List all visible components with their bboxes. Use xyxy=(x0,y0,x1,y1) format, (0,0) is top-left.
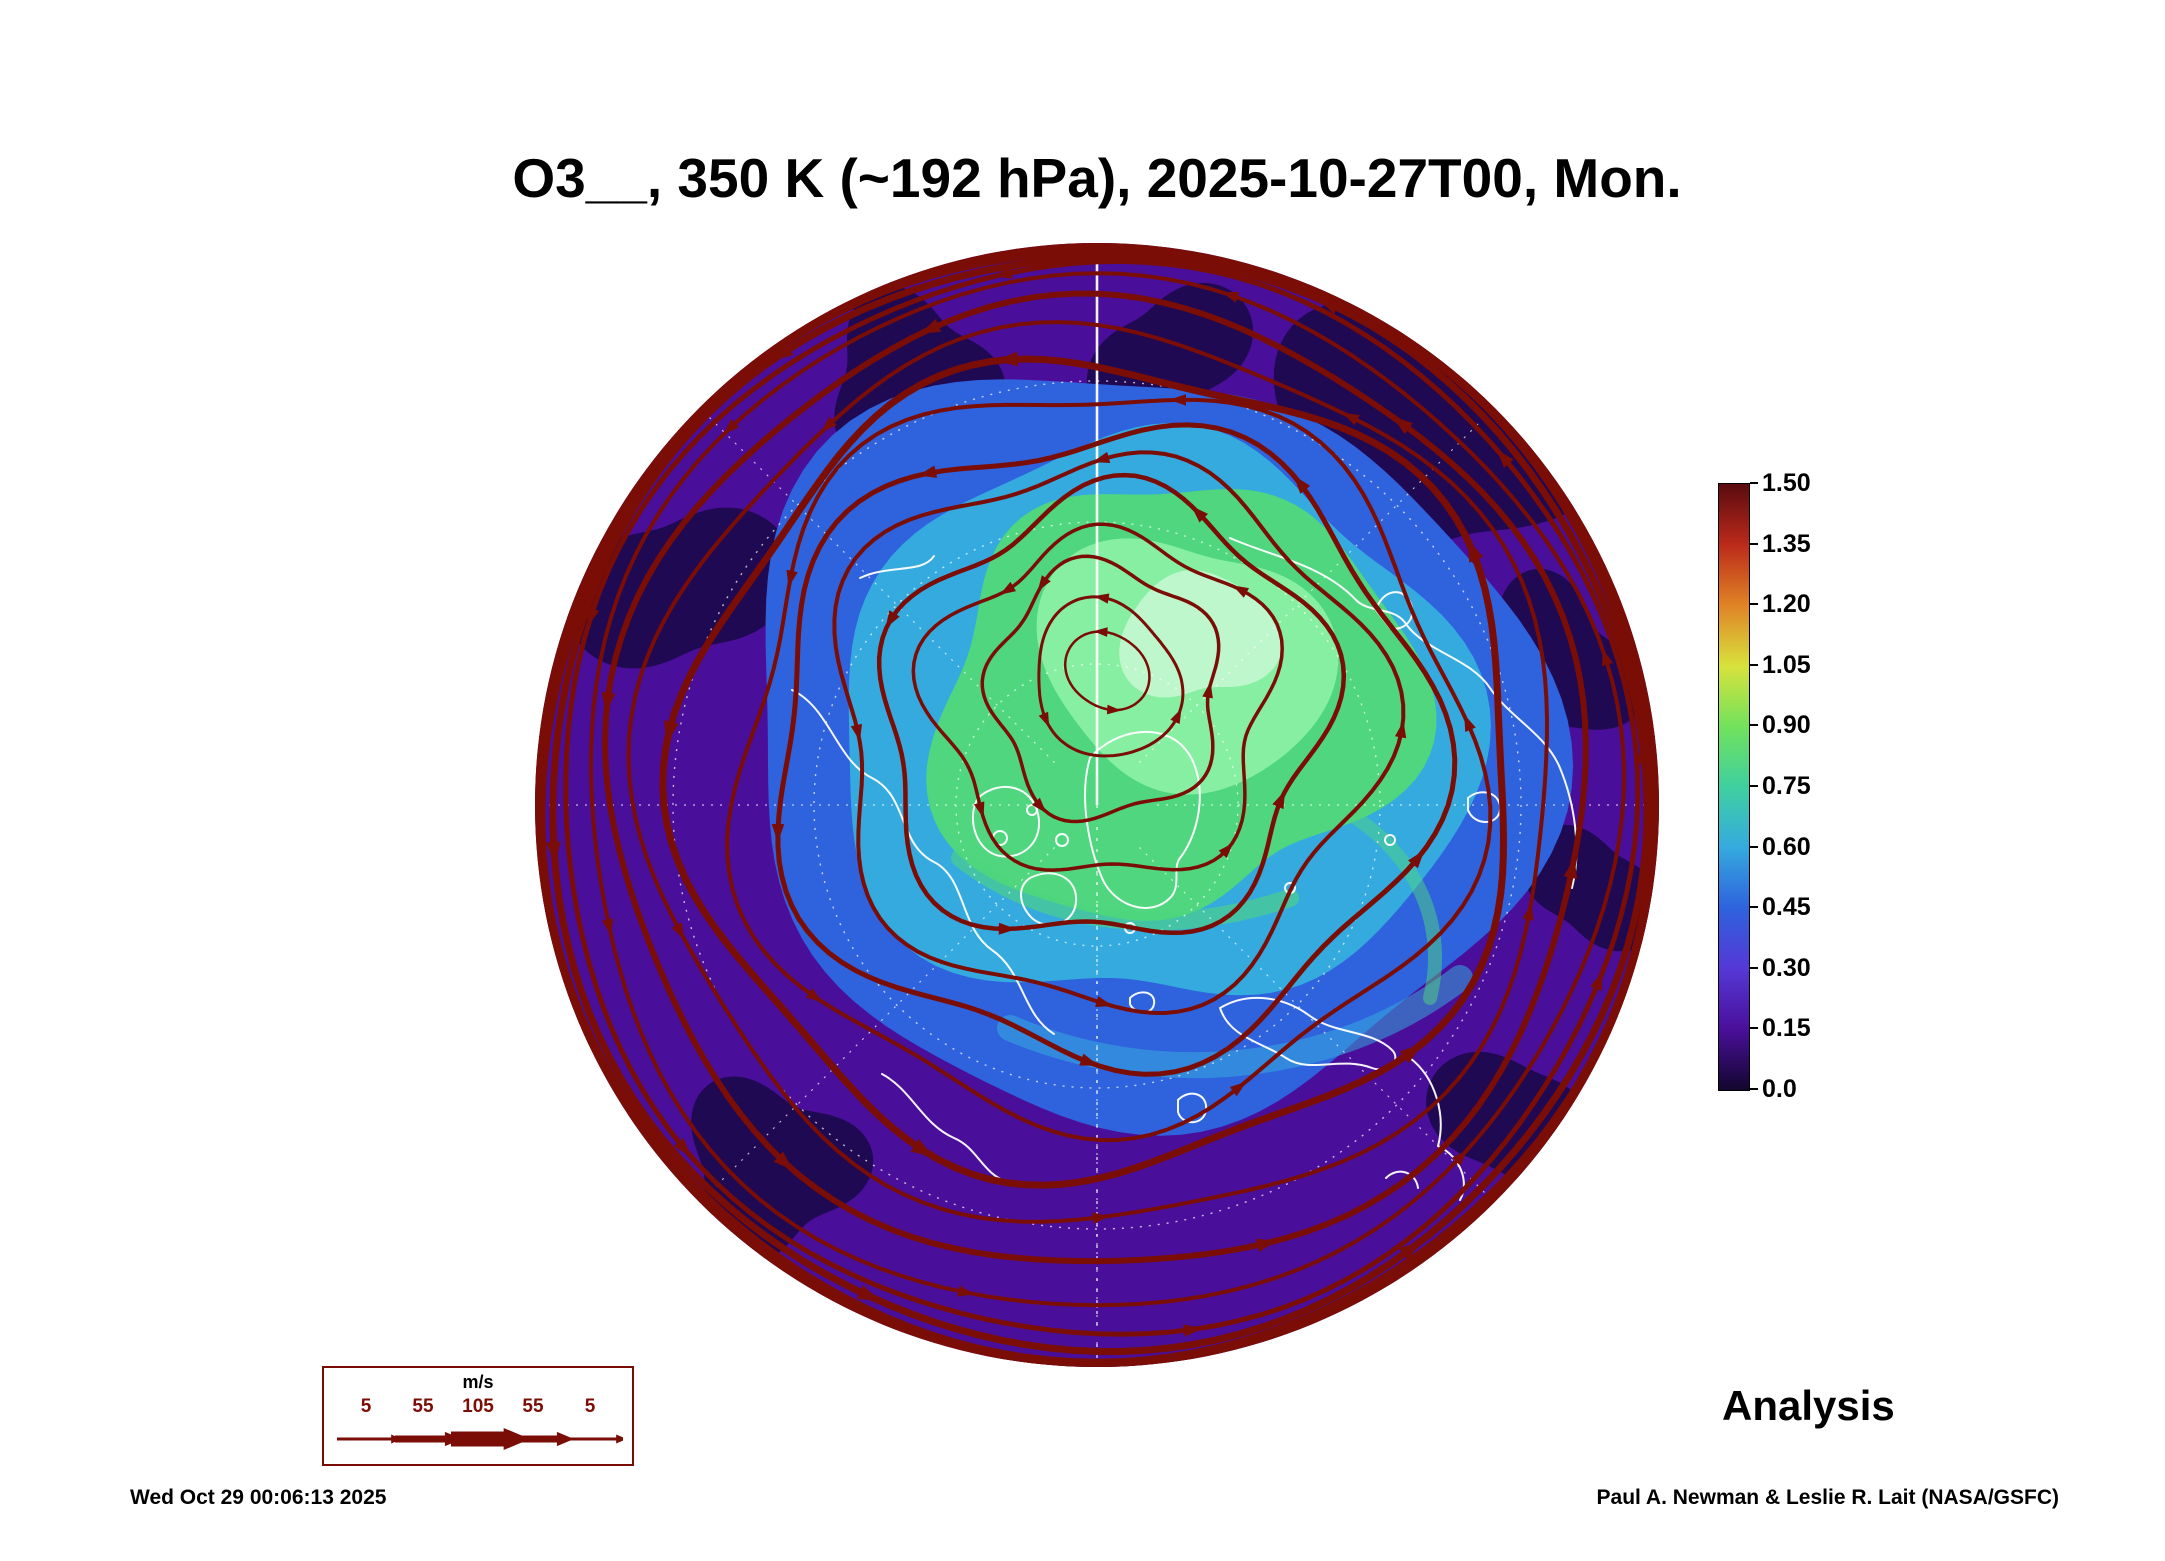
colorbar-tick-label: 0.0 xyxy=(1750,1076,1811,1102)
wind-tick-label: 5 xyxy=(360,1396,372,1417)
colorbar-gradient xyxy=(1718,483,1750,1091)
colorbar-tick-label: 0.75 xyxy=(1750,771,1811,800)
colorbar-tick-labels: 1.50 1.35 1.20 1.05 0.90 0.75 0.60 0.45 … xyxy=(1750,469,1811,1102)
wind-units-label: m/s xyxy=(462,1372,494,1392)
colorbar-tick-label: 0.45 xyxy=(1750,893,1811,922)
credit-label: Paul A. Newman & Leslie R. Lait (NASA/GS… xyxy=(1596,1486,2059,1509)
wind-tick-label: 55 xyxy=(522,1396,544,1417)
wind-arrow-glyph xyxy=(337,1427,623,1451)
colorbar-tick-label: 0.15 xyxy=(1750,1014,1811,1043)
colorbar-tick-label: 0.60 xyxy=(1750,832,1811,861)
analysis-label: Analysis xyxy=(1722,1382,1895,1429)
figure-title: O3__, 350 K (~192 hPa), 2025-10-27T00, M… xyxy=(512,147,1682,209)
generation-timestamp: Wed Oct 29 00:06:13 2025 xyxy=(130,1486,387,1509)
wind-tick-label: 5 xyxy=(584,1396,596,1417)
colorbar-tick-label: 0.30 xyxy=(1750,953,1811,982)
colorbar-tick-label: 1.35 xyxy=(1750,529,1811,558)
colorbar-tick-label: 1.20 xyxy=(1750,590,1811,619)
wind-tick-label: 105 xyxy=(462,1396,494,1417)
wind-speed-legend: m/s 5 55 105 55 5 xyxy=(322,1366,634,1466)
colorbar-tick-label: 1.05 xyxy=(1750,650,1811,679)
wind-tick-label: 55 xyxy=(412,1396,434,1417)
colorbar-tick-label: 1.50 xyxy=(1750,469,1811,497)
polar-map xyxy=(535,243,1659,1367)
colorbar-tick-label: 0.90 xyxy=(1750,711,1811,740)
